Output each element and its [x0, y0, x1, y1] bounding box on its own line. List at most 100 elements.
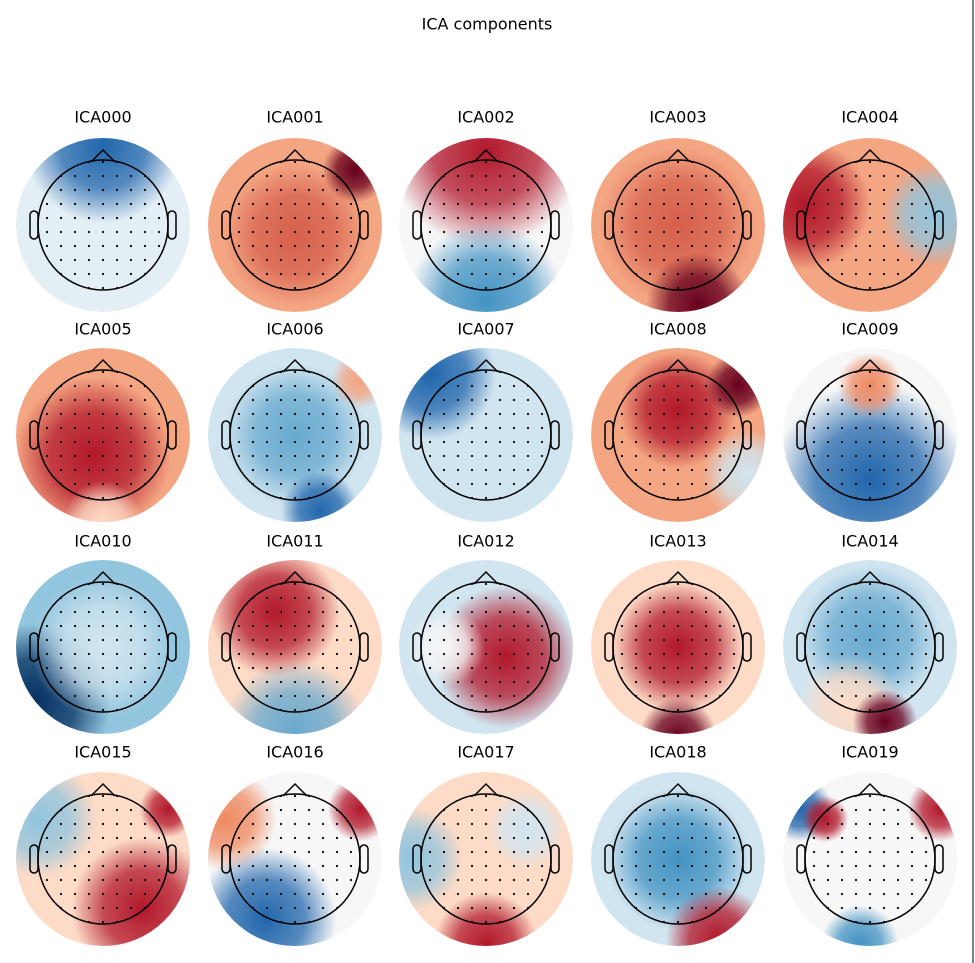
topomap-blob: [16, 772, 97, 878]
sensor: [498, 384, 502, 388]
sensor: [676, 412, 680, 416]
sensor: [648, 188, 652, 192]
sensor: [335, 216, 339, 220]
sensor: [924, 836, 928, 840]
sensor: [59, 822, 63, 826]
sensor: [307, 638, 311, 642]
sensor: [924, 878, 928, 882]
sensor: [115, 666, 119, 670]
sensor: [279, 808, 283, 812]
sensor: [854, 272, 858, 276]
sensor: [442, 878, 446, 882]
sensor: [676, 794, 680, 798]
sensor: [293, 426, 297, 430]
sensor: [732, 412, 736, 416]
sensor: [293, 808, 297, 812]
sensor: [690, 694, 694, 698]
sensor: [456, 412, 460, 416]
sensor: [279, 864, 283, 868]
sensor: [910, 412, 914, 416]
sensor: [321, 216, 325, 220]
sensor: [59, 610, 63, 614]
sensor: [101, 794, 105, 798]
sensor: [279, 680, 283, 684]
sensor: [59, 258, 63, 262]
sensor: [428, 666, 432, 670]
sensor: [265, 892, 269, 896]
sensor: [512, 202, 516, 206]
sensor: [868, 216, 872, 220]
sensor: [143, 610, 147, 614]
sensor: [442, 244, 446, 248]
topomap-blob: [783, 382, 957, 522]
sensor: [143, 398, 147, 402]
ear: [412, 420, 422, 450]
sensor: [732, 216, 736, 220]
sensor: [307, 906, 311, 910]
figure-title: ICA components: [422, 15, 553, 34]
sensor: [293, 258, 297, 262]
sensor: [157, 836, 161, 840]
sensor: [265, 244, 269, 248]
sensor: [115, 850, 119, 854]
sensor: [648, 822, 652, 826]
sensor: [484, 892, 488, 896]
sensor: [840, 216, 844, 220]
sensor: [512, 384, 516, 388]
ear: [167, 420, 177, 450]
sensor: [826, 230, 830, 234]
sensor: [251, 624, 255, 628]
sensor: [293, 666, 297, 670]
sensor: [484, 384, 488, 388]
sensor: [676, 160, 680, 164]
sensor: [321, 680, 325, 684]
sensor: [335, 638, 339, 642]
sensor: [484, 216, 488, 220]
sensor: [293, 496, 297, 500]
panel-title: ICA003: [649, 108, 706, 127]
sensor: [868, 244, 872, 248]
sensor: [265, 610, 269, 614]
sensor: [265, 468, 269, 472]
sensor: [335, 864, 339, 868]
sensor: [293, 652, 297, 656]
sensor: [265, 596, 269, 600]
sensor: [882, 202, 886, 206]
sensor: [868, 666, 872, 670]
sensor: [854, 596, 858, 600]
sensor: [293, 230, 297, 234]
sensor: [648, 244, 652, 248]
sensor: [676, 610, 680, 614]
sensor: [293, 624, 297, 628]
sensor: [854, 680, 858, 684]
sensor: [690, 440, 694, 444]
sensor: [868, 808, 872, 812]
sensor: [157, 652, 161, 656]
sensor: [634, 426, 638, 430]
sensor: [662, 680, 666, 684]
sensor: [115, 638, 119, 642]
sensor: [293, 836, 297, 840]
sensor: [512, 440, 516, 444]
sensor: [910, 216, 914, 220]
sensor: [157, 244, 161, 248]
sensor: [293, 160, 297, 164]
sensor: [59, 188, 63, 192]
panel-title: ICA017: [457, 743, 514, 762]
sensor: [910, 398, 914, 402]
sensor: [854, 822, 858, 826]
sensor: [428, 412, 432, 416]
sensor: [101, 808, 105, 812]
sensor: [662, 272, 666, 276]
panel-title: ICA009: [841, 320, 898, 339]
sensor: [840, 482, 844, 486]
sensor: [826, 850, 830, 854]
sensor: [718, 624, 722, 628]
sensor: [662, 610, 666, 614]
sensor: [526, 892, 530, 896]
sensor: [896, 878, 900, 882]
sensor: [87, 822, 91, 826]
nose: [473, 358, 499, 373]
sensor: [718, 230, 722, 234]
sensor: [840, 694, 844, 698]
